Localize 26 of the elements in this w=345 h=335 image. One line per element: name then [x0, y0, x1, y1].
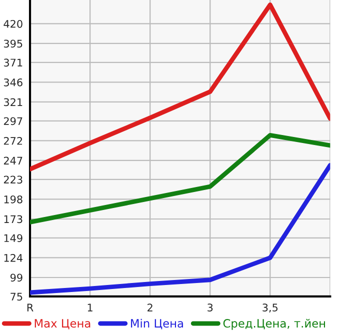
y-tick-label: 346: [4, 78, 22, 86]
y-tick-label: 297: [4, 117, 22, 126]
x-tick-label: R: [27, 304, 34, 312]
legend-label: Max Цена: [34, 319, 90, 330]
y-tick-label: 321: [4, 98, 22, 106]
legend-label: Min Цена: [131, 318, 183, 330]
x-tick-label: 3: [208, 304, 213, 312]
line-series: [30, 132, 330, 224]
y-tick-label: 371: [4, 58, 22, 67]
y-tick-label: 272: [4, 136, 22, 145]
legend-label: Сред.Цена, т.йен: [223, 318, 325, 330]
y-tick-label: 99: [10, 274, 22, 282]
y-tick-label: 420: [4, 20, 22, 28]
y-tick-label: 75: [10, 292, 22, 301]
y-tick-label: 223: [4, 176, 22, 184]
y-tick-label: 173: [4, 215, 22, 224]
x-tick-label: 2: [148, 304, 152, 312]
y-tick-label: 149: [4, 234, 22, 242]
y-tick-label: 198: [4, 195, 22, 204]
line-series: [30, 163, 330, 295]
x-tick-label: 3,5: [262, 304, 278, 313]
line-series: [30, 2, 330, 172]
y-tick-label: 395: [4, 40, 22, 48]
y-tick-label: 247: [4, 156, 22, 164]
x-tick-label: 1: [88, 304, 92, 312]
y-tick-label: 124: [4, 254, 22, 262]
